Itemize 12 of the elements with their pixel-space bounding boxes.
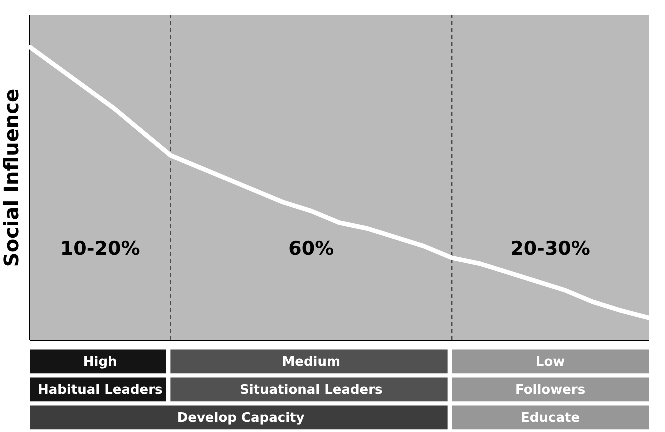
text: Situational Leaders xyxy=(240,382,384,398)
text: Educate xyxy=(521,410,580,426)
text: Habitual Leaders xyxy=(38,382,163,398)
text: Low xyxy=(536,354,566,370)
text: Followers xyxy=(515,382,586,398)
text: Medium xyxy=(282,354,341,370)
text: Develop Capacity xyxy=(177,410,306,426)
text: High xyxy=(83,354,118,370)
y-axis-title: Social Influence xyxy=(0,88,24,268)
annotation: 60% xyxy=(288,238,334,260)
annotation: 20-30% xyxy=(510,238,590,260)
annotation: 10-20% xyxy=(60,238,140,260)
